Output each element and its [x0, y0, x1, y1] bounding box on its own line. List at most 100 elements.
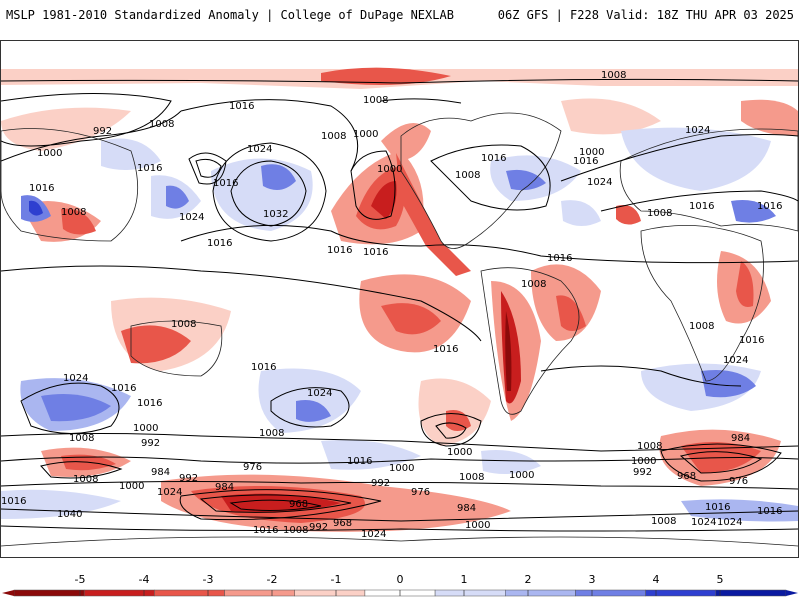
isobar [229, 499, 322, 511]
isobar [420, 413, 482, 447]
isobar-label: 1008 [647, 208, 672, 219]
isobar-label: 1016 [229, 101, 254, 112]
isobar-label: 968 [677, 471, 696, 482]
isobar-label: 1008 [171, 319, 196, 330]
africa-outline [640, 225, 764, 382]
anomaly-region [681, 499, 798, 522]
anomaly-region [121, 325, 191, 364]
colorbar-swatch [434, 589, 506, 597]
isobar-label: 1000 [37, 148, 62, 159]
colorbar-swatch [294, 589, 366, 597]
isobar [430, 144, 551, 211]
isobar-label: 1000 [119, 481, 144, 492]
isobar-label: 1024 [179, 212, 204, 223]
isobar-label: 1016 [481, 153, 506, 164]
isobar-label: 1016 [705, 502, 730, 513]
isobar-label: 992 [141, 438, 160, 449]
header: MSLP 1981-2010 Standardized Anomaly | Co… [0, 0, 800, 40]
anomaly-region [321, 67, 451, 85]
anomaly-region [381, 303, 441, 335]
isobar-label: 968 [333, 518, 352, 529]
colorbar-left-arrow [2, 590, 14, 596]
isobar-label: 992 [309, 522, 328, 533]
isobar [1, 433, 798, 452]
isobar-label: 1024 [63, 373, 88, 384]
isobar [195, 158, 222, 178]
australia-outline [130, 320, 223, 377]
anomaly-region [41, 393, 111, 422]
isobar-label: 1016 [213, 178, 238, 189]
isobar-label: 1008 [149, 119, 174, 130]
isobar [270, 387, 350, 428]
isobar-label: 1008 [69, 433, 94, 444]
isobar-label: 1000 [389, 463, 414, 474]
isobar-label: 1016 [433, 344, 458, 355]
colorbar-tick-label: -4 [139, 573, 150, 586]
isobar [380, 98, 462, 104]
isobar-label: 1016 [547, 253, 572, 264]
isobar-label: 984 [731, 433, 750, 444]
map-title: MSLP 1981-2010 Standardized Anomaly | Co… [6, 8, 454, 22]
isobar-label: 976 [243, 462, 262, 473]
anomaly-region [1, 107, 131, 151]
isobar-label: 1016 [757, 506, 782, 517]
anomaly-region [741, 99, 798, 136]
anomaly-region [506, 169, 546, 191]
anomaly-region [396, 153, 471, 276]
isobar-label: 1008 [455, 170, 480, 181]
isobar-label: 1024 [691, 517, 716, 528]
colorbar-tick-label: 3 [589, 573, 596, 586]
isobar [40, 461, 123, 479]
isobar-label: 968 [289, 499, 308, 510]
anomaly-region [29, 200, 43, 216]
colorbar-swatch [13, 589, 85, 597]
anomaly-colorbar: -5 -4 -3 -2 -1 0 1 2 3 4 5 [0, 560, 800, 600]
anomaly-region [731, 200, 776, 223]
colorbar-tick-label: 5 [717, 573, 724, 586]
colorbar-swatch [224, 589, 295, 597]
isobar-label: 1008 [321, 131, 346, 142]
anomaly-region [505, 311, 512, 391]
isobar [179, 489, 382, 521]
isobar [350, 150, 396, 220]
isobar-label: 1024 [247, 144, 272, 155]
isobar [560, 134, 798, 182]
isobar-label: 1016 [137, 398, 162, 409]
isobar-label: 1008 [61, 207, 86, 218]
positive-anomaly-shading [1, 127, 798, 522]
isobar-label: 1024 [307, 388, 332, 399]
asia-west-outline [1, 128, 139, 242]
isobar [20, 382, 120, 434]
colorbar-tick-label: 2 [525, 573, 532, 586]
isobar-label: 1016 [251, 362, 276, 373]
isobar-label: 1000 [353, 129, 378, 140]
isobar-label: 1000 [447, 447, 472, 458]
isobar-label: 1016 [757, 201, 782, 212]
isobar-label: 992 [371, 478, 390, 489]
isobar [1, 525, 798, 532]
isobar [600, 190, 798, 212]
isobar-label: 992 [633, 467, 652, 478]
isobar-label: 1000 [377, 164, 402, 175]
isobar-label: 992 [93, 126, 112, 137]
colorbar-svg: -5 -4 -3 -2 -1 0 1 2 3 4 5 [2, 573, 798, 597]
isobar-label: 1016 [207, 238, 232, 249]
isobar-label: 984 [215, 482, 234, 493]
isobar-contours [1, 78, 798, 532]
isobar-label: 1000 [133, 423, 158, 434]
anomaly-region [166, 185, 189, 209]
isobar [230, 160, 307, 227]
isobar-label: 1000 [579, 147, 604, 158]
coastlines [1, 112, 798, 547]
colorbar-swatches [2, 589, 798, 597]
isobar-label: 1024 [587, 177, 612, 188]
isobar-label: 1000 [631, 456, 656, 467]
colorbar-ticks: -5 -4 -3 -2 -1 0 1 2 3 4 5 [75, 573, 724, 596]
isobar-label: 1008 [259, 428, 284, 439]
isobar-label: 1024 [723, 355, 748, 366]
isobar-label: 1016 [363, 247, 388, 258]
isobar-label: 1016 [739, 335, 764, 346]
anomaly-region [61, 208, 96, 235]
isobar [1, 93, 172, 147]
isobar [212, 142, 327, 242]
